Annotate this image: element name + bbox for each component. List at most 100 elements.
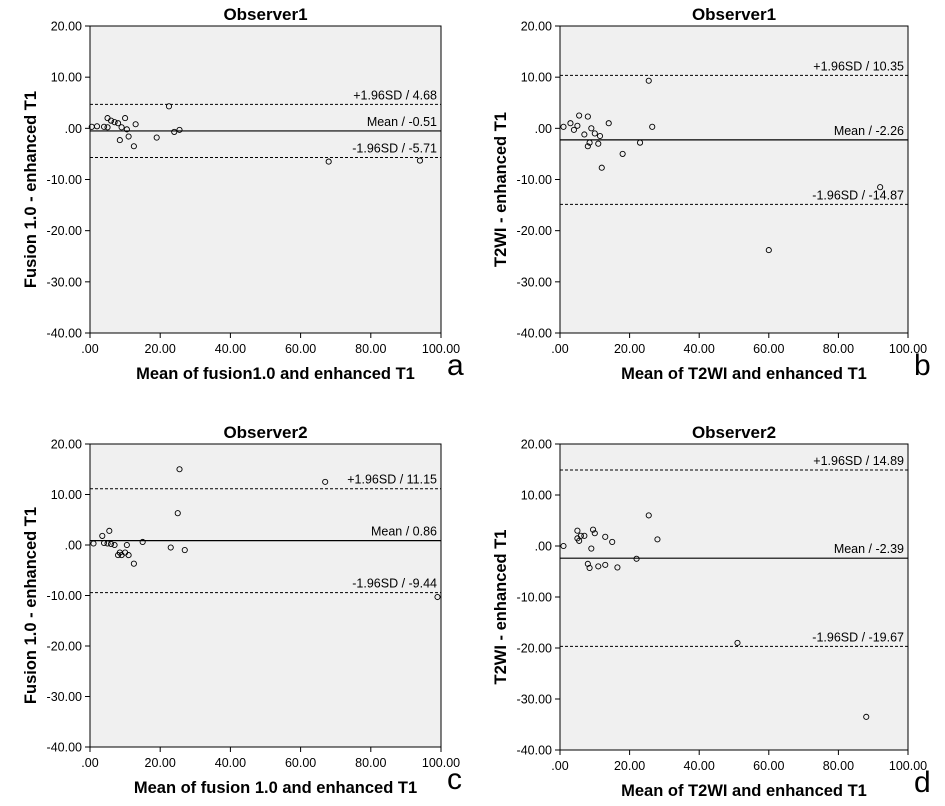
data-point	[645, 512, 652, 519]
y-tick-label: .00	[535, 540, 552, 554]
y-tick-label: -20.00	[517, 642, 552, 656]
data-point	[584, 143, 591, 150]
data-point	[581, 131, 588, 138]
x-tick-label: 100.00	[889, 759, 927, 773]
data-point	[130, 560, 137, 567]
x-tick-label: .00	[81, 342, 98, 356]
x-tick-label: 40.00	[215, 756, 246, 770]
data-point	[174, 510, 181, 517]
chart-title: Observer1	[692, 5, 776, 24]
data-point	[584, 113, 591, 120]
data-point	[123, 126, 130, 133]
y-tick-label: -30.00	[47, 690, 82, 704]
upper-line-label: +1.96SD / 14.89	[813, 454, 904, 468]
data-point	[577, 532, 584, 539]
data-point	[108, 117, 115, 124]
data-point	[574, 122, 581, 129]
plot-area	[559, 25, 909, 334]
data-point	[636, 139, 644, 146]
x-tick-label: 40.00	[684, 342, 715, 356]
x-tick-label: 80.00	[823, 342, 854, 356]
panel-letter: c	[447, 763, 462, 796]
data-point	[591, 530, 598, 537]
data-point	[106, 527, 113, 534]
data-point	[118, 124, 125, 131]
data-point	[596, 132, 604, 140]
upper-line-label: +1.96SD / 10.35	[813, 59, 904, 73]
chart-panel-b: Observer1 20.00 10.00 .00 -10.00 -20.00 -30.00…	[492, 5, 931, 383]
x-tick-label: .00	[551, 342, 568, 356]
data-point	[654, 536, 661, 543]
x-tick-label: 100.00	[889, 342, 927, 356]
data-point	[116, 137, 123, 144]
data-point	[434, 593, 441, 601]
y-tick-label: -20.00	[517, 224, 552, 238]
data-point	[181, 547, 188, 554]
y-tick-label: -40.00	[47, 741, 82, 755]
x-tick-label: .00	[81, 756, 98, 770]
data-point	[176, 466, 183, 473]
x-tick-label: 60.00	[285, 342, 316, 356]
data-point	[130, 143, 137, 150]
y-tick-label: -30.00	[517, 275, 552, 289]
data-point	[645, 77, 652, 84]
x-axis-label: Mean of fusion1.0 and enhanced T1	[136, 365, 415, 383]
chart-panel-d: Observer2 20.00 10.00 .00 -10.00 -20.00 -30.00…	[492, 423, 931, 800]
y-axis-label: T2WI - enhanced T1	[492, 112, 510, 267]
data-point	[560, 123, 567, 130]
x-tick-label: 80.00	[355, 342, 386, 356]
data-point	[90, 540, 97, 547]
y-tick-label: .00	[65, 539, 82, 553]
y-tick-label: -40.00	[517, 744, 552, 758]
plot-area	[89, 25, 442, 334]
x-tick-label: 80.00	[823, 759, 854, 773]
data-point	[99, 532, 106, 539]
y-tick-label: 20.00	[521, 438, 552, 452]
data-point	[590, 526, 597, 533]
data-point	[581, 532, 588, 539]
data-point	[574, 527, 581, 534]
upper-line-label: +1.96SD / 11.15	[347, 473, 437, 487]
data-point	[863, 713, 870, 720]
x-tick-label: .00	[551, 759, 568, 773]
x-tick-label: 20.00	[145, 342, 176, 356]
y-tick-label: 10.00	[51, 488, 82, 502]
x-axis-label: Mean of T2WI and enhanced T1	[621, 365, 867, 383]
data-point	[176, 126, 183, 133]
x-tick-label: 60.00	[753, 759, 784, 773]
data-point	[167, 544, 174, 551]
y-tick-label: -10.00	[47, 589, 82, 603]
data-point	[111, 119, 118, 126]
data-point	[877, 184, 884, 191]
x-tick-label: 60.00	[285, 756, 316, 770]
x-axis-label: Mean of fusion 1.0 and enhanced T1	[134, 779, 417, 797]
x-tick-label: 80.00	[355, 756, 386, 770]
data-point	[649, 123, 656, 130]
chart-title: Observer2	[223, 423, 307, 442]
y-axis-label: Fusion 1.0 - enhanced T1	[22, 91, 40, 288]
lower-line-label: -1.96SD / -19.67	[812, 630, 904, 644]
data-point	[108, 540, 115, 548]
y-tick-label: -30.00	[517, 693, 552, 707]
y-tick-label: -10.00	[517, 173, 552, 187]
x-axis-label: Mean of T2WI and enhanced T1	[621, 782, 867, 800]
data-point	[165, 103, 173, 110]
x-tick-label: 20.00	[614, 759, 645, 773]
data-point	[586, 139, 593, 146]
panel-letter: d	[914, 766, 931, 799]
data-point	[125, 133, 132, 140]
y-tick-label: 10.00	[521, 489, 552, 503]
panel-letter: a	[447, 349, 464, 382]
mean-line-label: Mean / -2.26	[834, 124, 904, 138]
mean-line-label: Mean / -2.39	[834, 542, 904, 556]
data-point	[614, 564, 621, 571]
x-tick-label: 100.00	[422, 342, 460, 356]
data-point	[100, 123, 108, 130]
y-tick-label: 10.00	[521, 71, 552, 85]
data-point	[570, 126, 577, 133]
x-tick-label: 20.00	[614, 342, 645, 356]
data-point	[93, 123, 101, 130]
y-tick-label: .00	[65, 122, 82, 136]
mean-line-label: Mean / -0.51	[367, 115, 437, 129]
